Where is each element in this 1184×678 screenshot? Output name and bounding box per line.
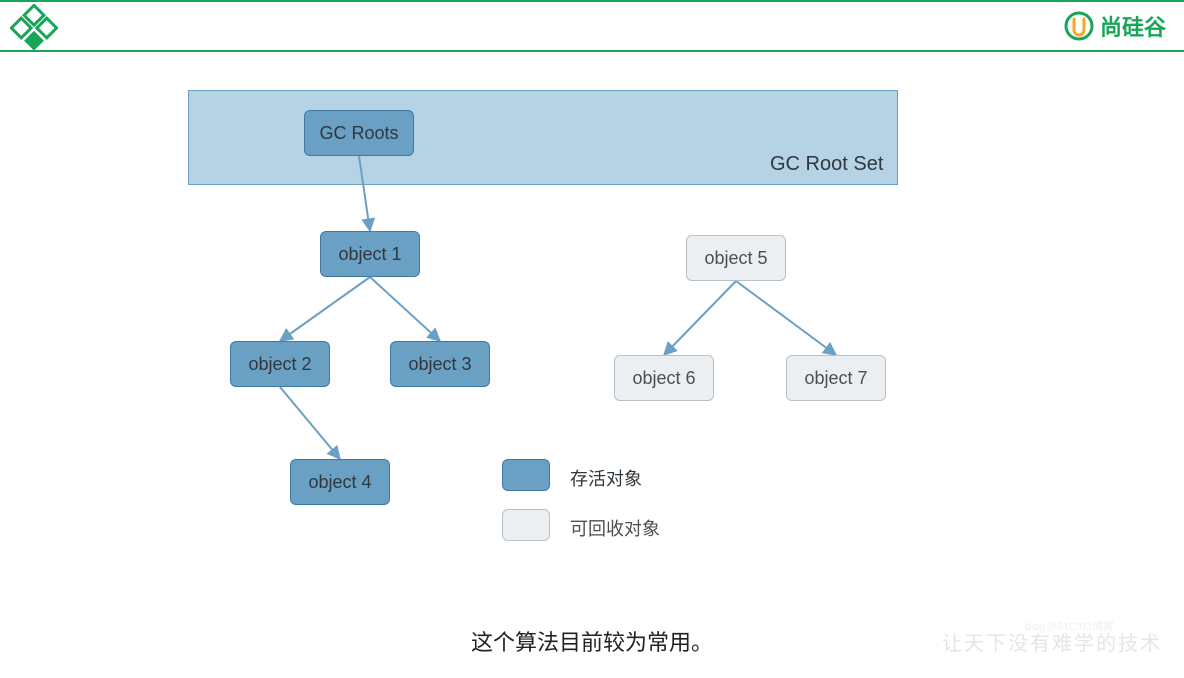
logo-left-icon <box>10 4 58 57</box>
node-object-7-label: object 7 <box>804 368 867 389</box>
node-object-4-label: object 4 <box>308 472 371 493</box>
node-object-2: object 2 <box>230 341 330 387</box>
node-object-6: object 6 <box>614 355 714 401</box>
header-top-line <box>0 0 1184 2</box>
node-object-7: object 7 <box>786 355 886 401</box>
brand-name: 尚硅谷 <box>1100 10 1166 42</box>
node-object-6-label: object 6 <box>632 368 695 389</box>
node-gc-roots-label: GC Roots <box>319 123 398 144</box>
node-object-5-label: object 5 <box>704 248 767 269</box>
edge-o5-o6 <box>664 281 736 355</box>
edge-o1-o3 <box>370 277 440 341</box>
node-object-1: object 1 <box>320 231 420 277</box>
edge-o2-o4 <box>280 387 340 459</box>
node-object-2-label: object 2 <box>248 354 311 375</box>
legend-dead-swatch <box>502 509 550 541</box>
edge-o1-o2 <box>280 277 370 341</box>
node-gc-roots: GC Roots <box>304 110 414 156</box>
header-bottom-line <box>0 50 1184 52</box>
gc-root-set-label: GC Root Set <box>770 153 883 176</box>
edge-o5-o7 <box>736 281 836 355</box>
node-object-1-label: object 1 <box>338 244 401 265</box>
brand-icon <box>1064 11 1094 41</box>
node-object-5: object 5 <box>686 235 786 281</box>
diagram-canvas: GC Root Set GC Roots object 1 object 2 o… <box>0 55 1184 615</box>
legend-dead-label: 可回收对象 <box>570 515 660 541</box>
node-object-3-label: object 3 <box>408 354 471 375</box>
legend-alive-label: 存活对象 <box>570 465 642 491</box>
node-object-3: object 3 <box>390 341 490 387</box>
brand: 尚硅谷 <box>1064 10 1166 42</box>
watermark: 让天下没有难学的技术 <box>942 627 1162 656</box>
legend-alive-swatch <box>502 459 550 491</box>
node-object-4: object 4 <box>290 459 390 505</box>
